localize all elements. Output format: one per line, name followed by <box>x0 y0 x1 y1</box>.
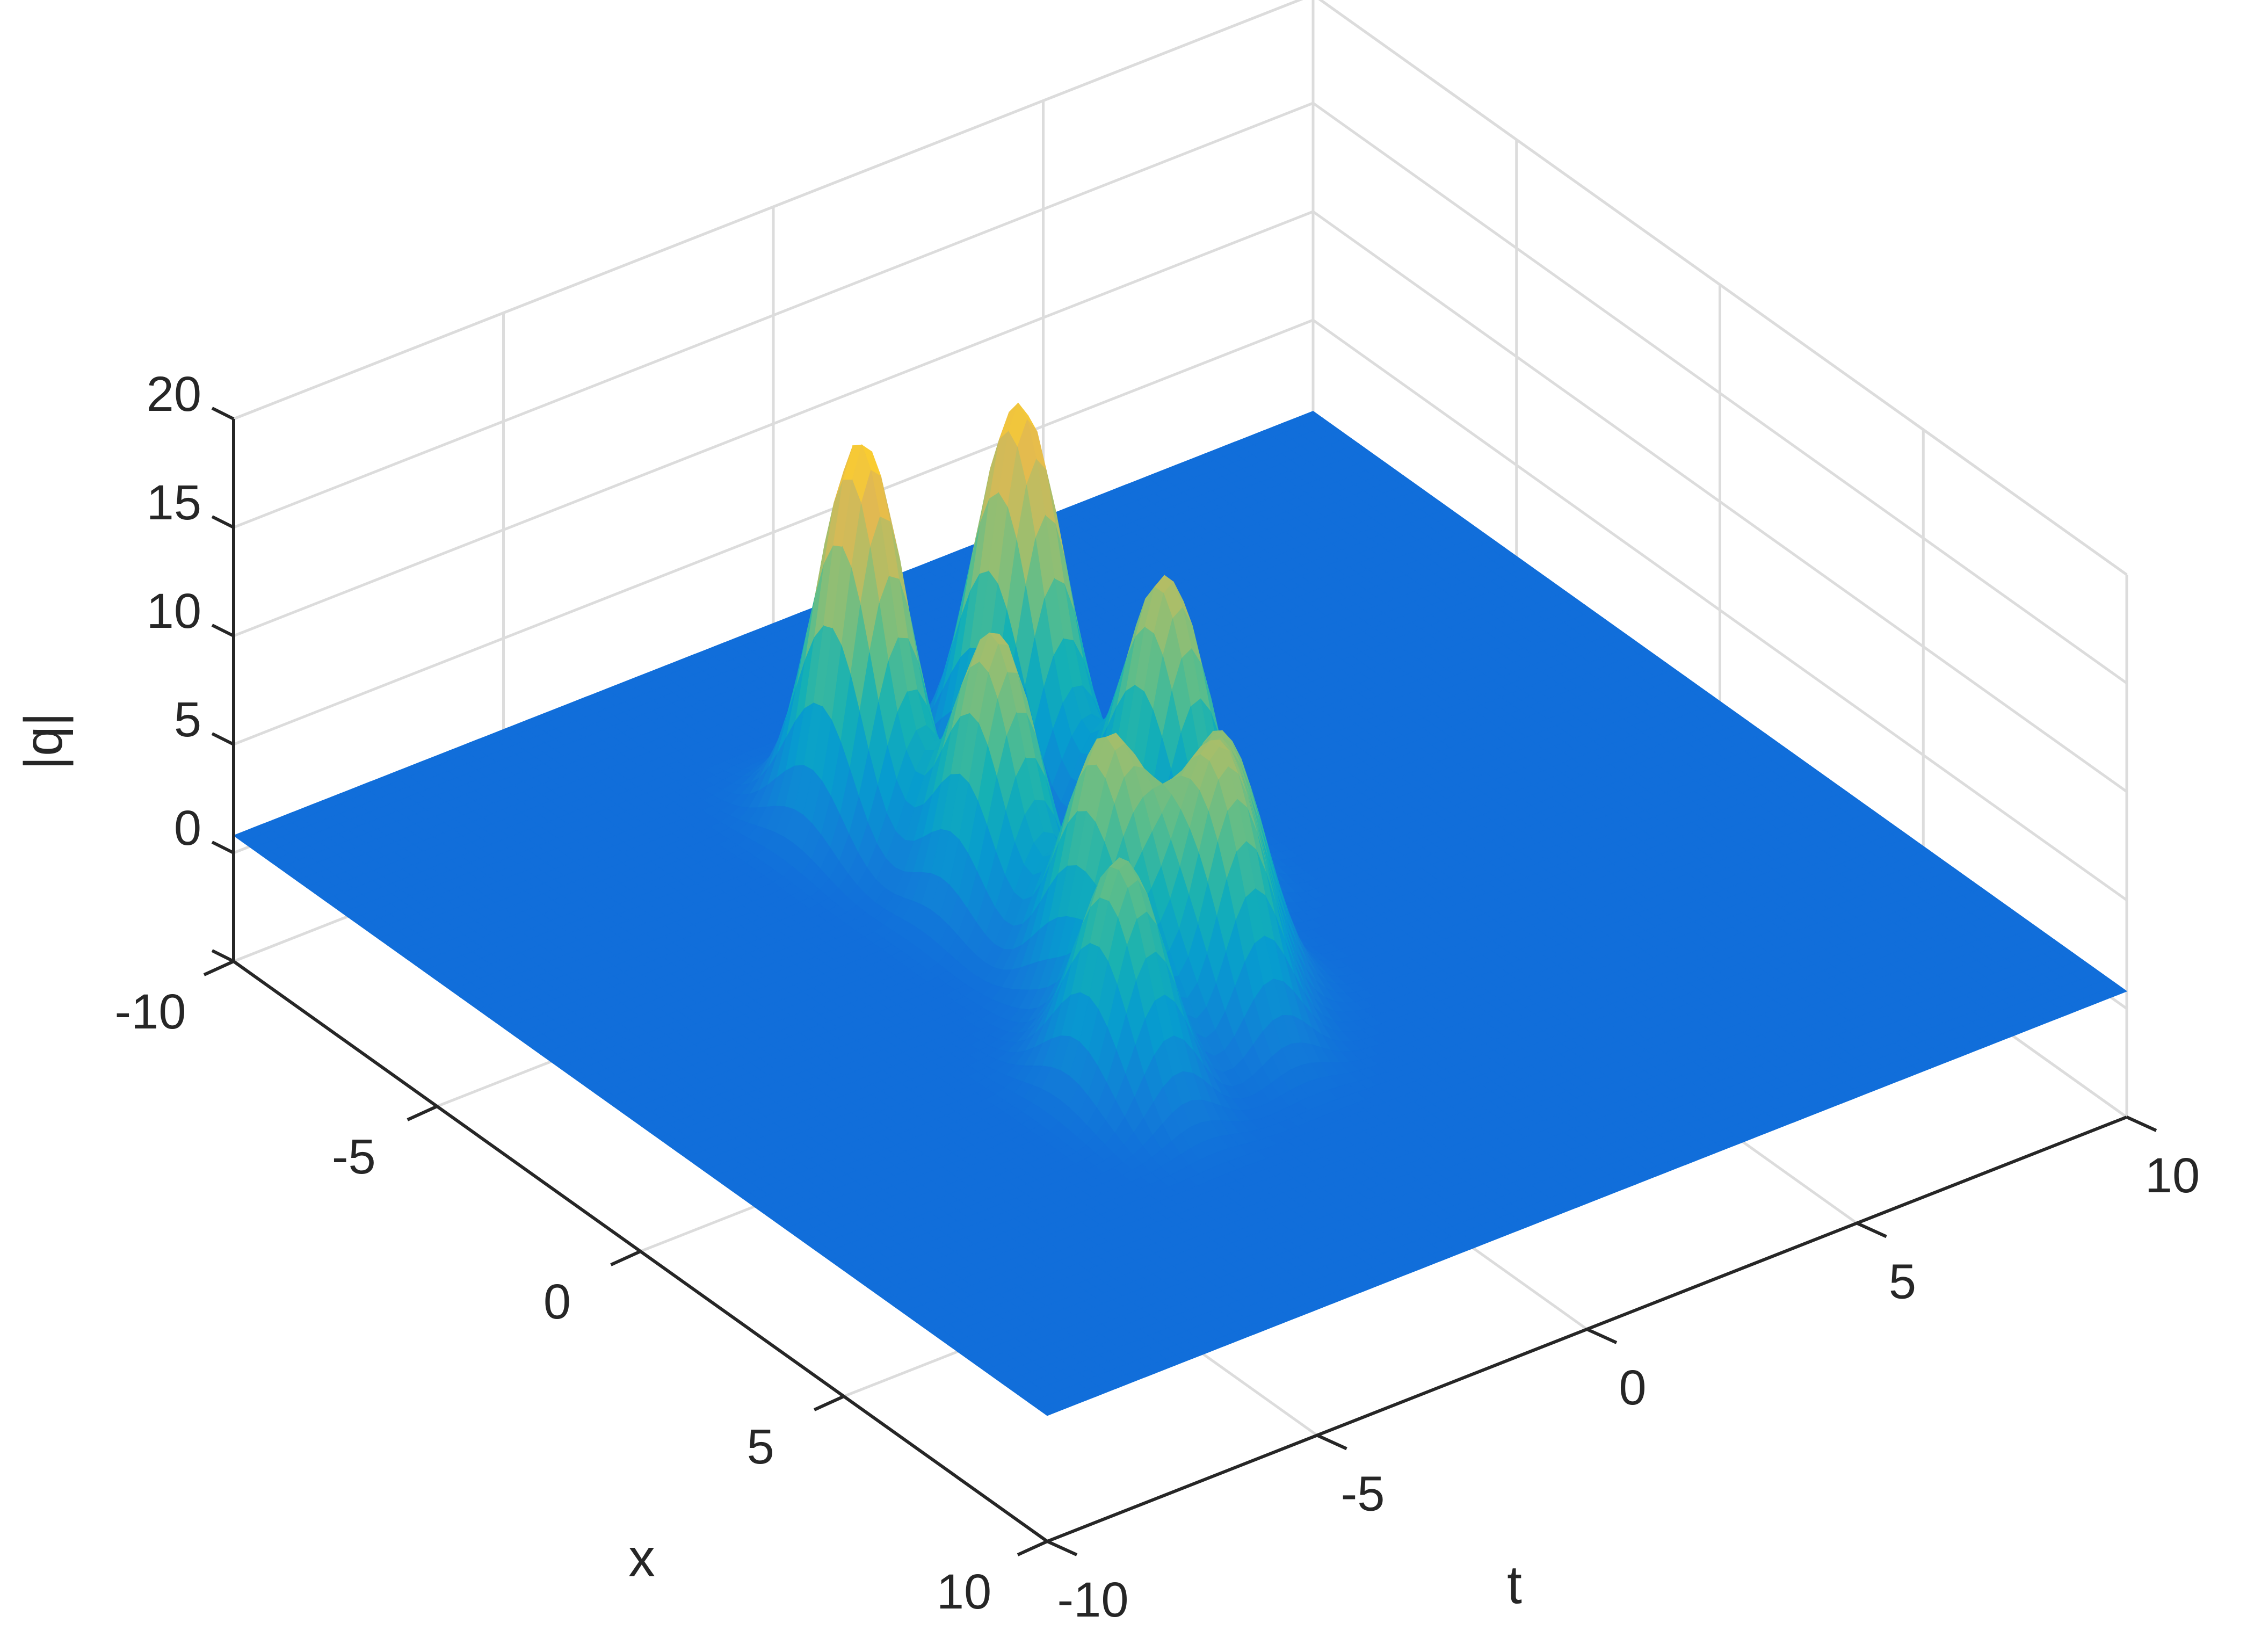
surface-layer <box>233 402 2128 1416</box>
